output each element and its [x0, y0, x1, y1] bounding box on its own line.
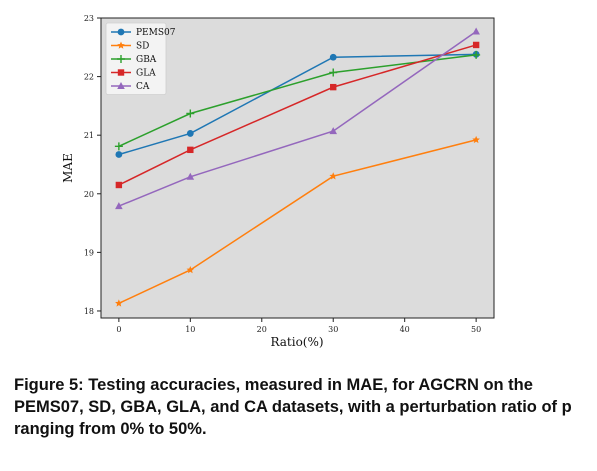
- y-tick-label: 20: [84, 190, 94, 199]
- data-point-ca: [472, 27, 480, 35]
- data-point-pems07: [329, 53, 337, 61]
- legend-marker-gla: [117, 69, 125, 76]
- legend-marker-pems07: [117, 28, 125, 36]
- y-tick-label: 21: [84, 131, 94, 140]
- legend-label-gba: GBA: [136, 55, 157, 65]
- data-point-pems07: [115, 151, 123, 158]
- legend-label-sd: SD: [136, 42, 149, 52]
- legend-box: [105, 22, 167, 95]
- legend-marker-sd: [117, 41, 125, 49]
- data-point-ca: [329, 127, 338, 135]
- legend-label-pems07: PEMS07: [136, 28, 176, 38]
- series-line-sd: [118, 139, 477, 305]
- legend-marker-ca: [117, 82, 125, 89]
- data-point-pems07: [186, 130, 194, 137]
- data-point-gba: [472, 50, 481, 59]
- data-point-sd: [186, 265, 195, 274]
- x-tick-label: 10: [185, 325, 195, 334]
- axes: 0 10 20 30 40 50 18 19 20 21 22 23: [84, 14, 481, 334]
- data-point-gba: [329, 68, 338, 77]
- y-tick-label: 19: [84, 248, 94, 257]
- series-line-gba: [118, 54, 477, 148]
- data-point-sd: [329, 172, 338, 180]
- data-point-gba: [114, 142, 123, 151]
- figure-caption: Figure 5: Testing accuracies, measured i…: [14, 376, 572, 438]
- x-tick-label: 0: [116, 325, 121, 334]
- data-point-sd: [472, 135, 480, 144]
- data-point-gla: [187, 146, 194, 154]
- series-line-gla: [118, 44, 477, 186]
- data-point-sd: [115, 299, 123, 307]
- data-point-gla: [115, 181, 123, 189]
- y-tick-label: 23: [84, 14, 94, 23]
- chart: 0 10 20 30 40 50 18 19 20 21 22 23 Ratio(%) MAE PEM…: [61, 14, 495, 349]
- data-point-ca: [115, 202, 123, 210]
- x-tick-label: 40: [400, 325, 410, 334]
- y-axis-title: MAE: [61, 153, 75, 183]
- data-point-gla: [330, 83, 337, 91]
- series-line-ca: [118, 30, 477, 207]
- plot-area: [100, 17, 495, 319]
- x-tick-label: 50: [471, 325, 481, 334]
- legend: PEMS07 SD GBA GLA CA: [105, 22, 176, 95]
- legend-label-gla: GLA: [136, 69, 156, 79]
- x-tick-label: 20: [257, 325, 267, 334]
- data-point-ca: [186, 172, 195, 180]
- series-layer: [114, 27, 481, 307]
- data-point-gba: [186, 109, 195, 118]
- x-axis-title: Ratio(%): [270, 335, 323, 349]
- legend-label-ca: CA: [136, 82, 150, 92]
- series-line-pems07: [118, 53, 477, 156]
- y-tick-label: 18: [84, 307, 94, 316]
- data-point-gla: [472, 41, 480, 49]
- legend-marker-gba: [117, 55, 125, 63]
- y-tick-label: 22: [84, 73, 94, 82]
- x-tick-label: 30: [328, 325, 338, 334]
